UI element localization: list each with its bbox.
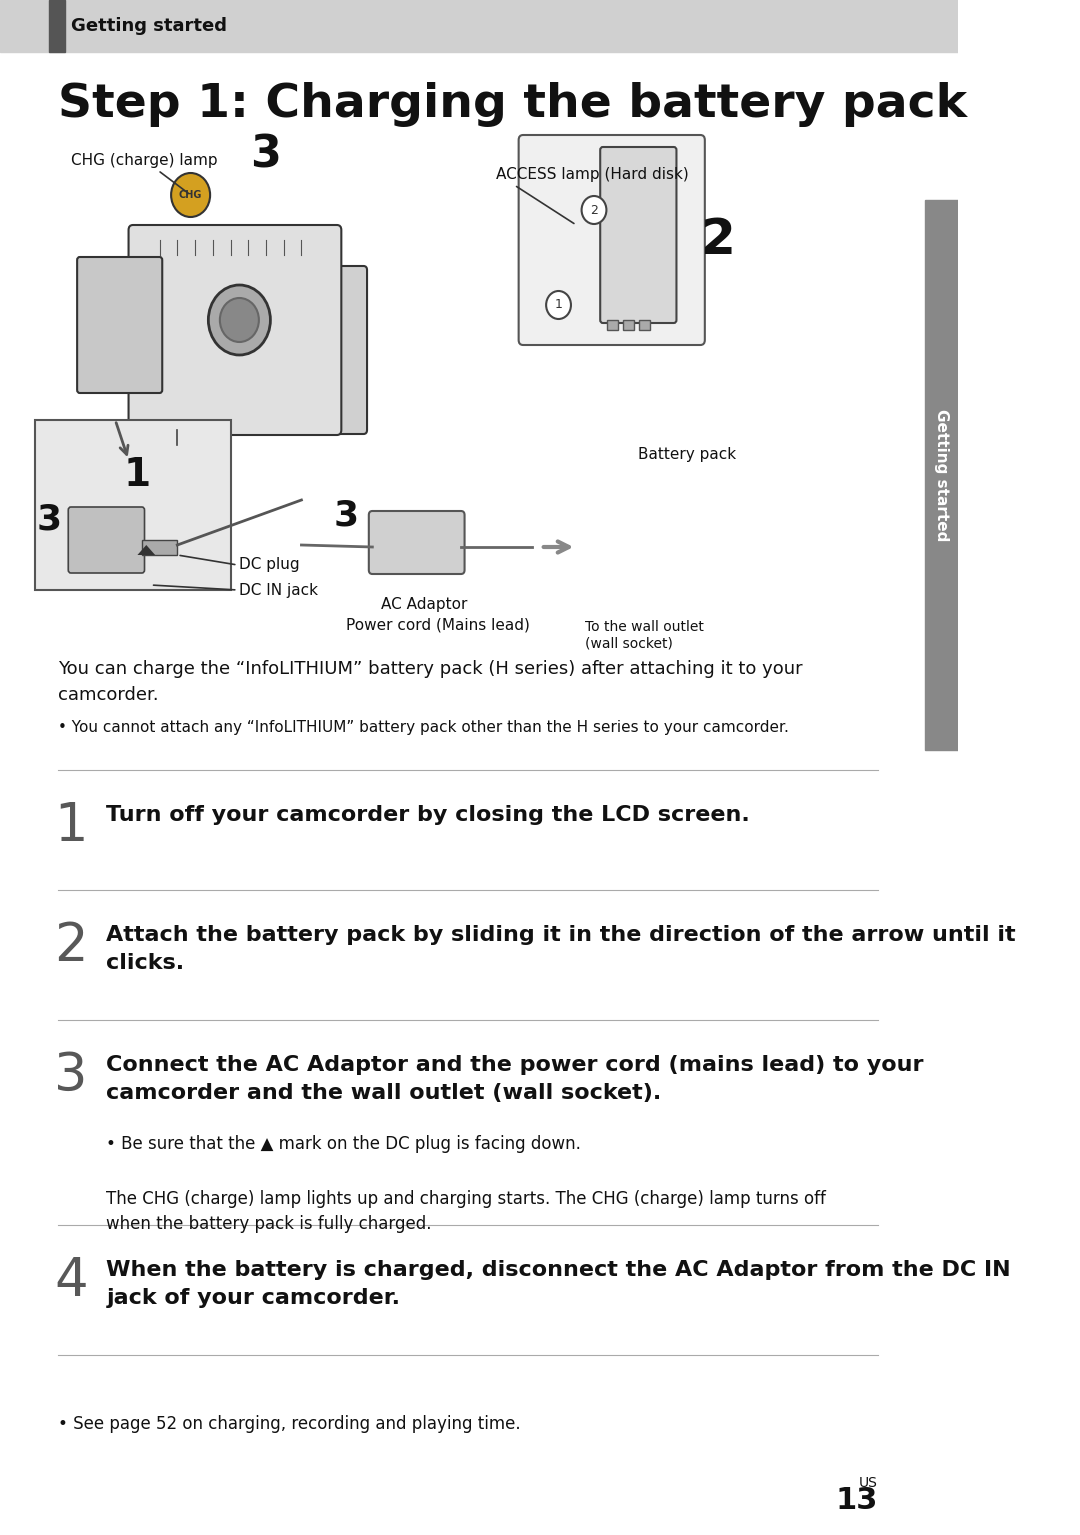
Bar (623, 319, 634, 330)
Text: Battery pack: Battery pack (638, 448, 737, 462)
Bar (924, 200, 958, 751)
Bar (49, 0, 65, 52)
Text: DC IN jack: DC IN jack (240, 582, 319, 597)
Circle shape (208, 286, 270, 355)
Text: Getting started: Getting started (71, 17, 227, 35)
Text: • You cannot attach any “InfoLITHIUM” battery pack other than the H series to yo: • You cannot attach any “InfoLITHIUM” ba… (57, 720, 788, 735)
Text: • See page 52 on charging, recording and playing time.: • See page 52 on charging, recording and… (57, 1415, 521, 1434)
Text: 3: 3 (251, 134, 282, 177)
FancyBboxPatch shape (129, 226, 341, 434)
Text: CHG: CHG (179, 190, 202, 200)
Text: When the battery is charged, disconnect the AC Adaptor from the DC IN
jack of yo: When the battery is charged, disconnect … (107, 1260, 1011, 1308)
Text: CHG (charge) lamp: CHG (charge) lamp (71, 152, 217, 193)
Text: Step 1: Charging the battery pack: Step 1: Charging the battery pack (57, 81, 967, 127)
Polygon shape (137, 545, 156, 556)
Text: 2: 2 (54, 919, 87, 972)
Text: 1: 1 (555, 298, 563, 312)
Text: Power cord (Mains lead): Power cord (Mains lead) (346, 617, 529, 632)
Text: 3: 3 (37, 503, 62, 537)
Circle shape (546, 292, 571, 319)
Bar (0, 0, 958, 52)
Circle shape (220, 298, 259, 342)
Text: To the wall outlet
(wall socket): To the wall outlet (wall socket) (585, 620, 704, 651)
FancyBboxPatch shape (518, 135, 705, 345)
Text: 3: 3 (334, 497, 359, 533)
Bar (36, 421, 230, 589)
Text: • Be sure that the ▲ mark on the DC plug is facing down.: • Be sure that the ▲ mark on the DC plug… (107, 1134, 581, 1153)
Text: 2: 2 (590, 204, 598, 216)
Circle shape (171, 173, 211, 216)
Text: 1: 1 (54, 800, 87, 852)
Text: Getting started: Getting started (933, 408, 948, 542)
Text: AC Adaptor: AC Adaptor (381, 597, 468, 612)
Text: Attach the battery pack by sliding it in the direction of the arrow until it cli: Attach the battery pack by sliding it in… (107, 926, 1016, 973)
Text: You can charge the “InfoLITHIUM” battery pack (H series) after attaching it to y: You can charge the “InfoLITHIUM” battery… (57, 660, 802, 705)
FancyBboxPatch shape (315, 266, 367, 434)
FancyArrowPatch shape (117, 422, 129, 454)
FancyBboxPatch shape (600, 147, 676, 322)
Text: 4: 4 (54, 1256, 87, 1306)
Text: 2: 2 (701, 216, 735, 264)
Text: 3: 3 (54, 1050, 87, 1102)
Circle shape (582, 196, 606, 224)
Bar (639, 319, 650, 330)
Text: US: US (859, 1477, 878, 1490)
FancyArrowPatch shape (543, 542, 569, 553)
Text: 1: 1 (124, 456, 151, 494)
Text: DC plug: DC plug (240, 557, 300, 573)
Text: ACCESS lamp (Hard disk): ACCESS lamp (Hard disk) (497, 167, 689, 183)
Text: Turn off your camcorder by closing the LCD screen.: Turn off your camcorder by closing the L… (107, 804, 751, 824)
Bar (141, 540, 177, 556)
Bar (607, 319, 618, 330)
FancyBboxPatch shape (68, 507, 145, 573)
Text: Connect the AC Adaptor and the power cord (mains lead) to your
camcorder and the: Connect the AC Adaptor and the power cor… (107, 1055, 923, 1104)
FancyBboxPatch shape (77, 256, 162, 393)
Text: 13: 13 (835, 1486, 878, 1515)
FancyBboxPatch shape (368, 511, 464, 574)
Text: The CHG (charge) lamp lights up and charging starts. The CHG (charge) lamp turns: The CHG (charge) lamp lights up and char… (107, 1190, 826, 1233)
